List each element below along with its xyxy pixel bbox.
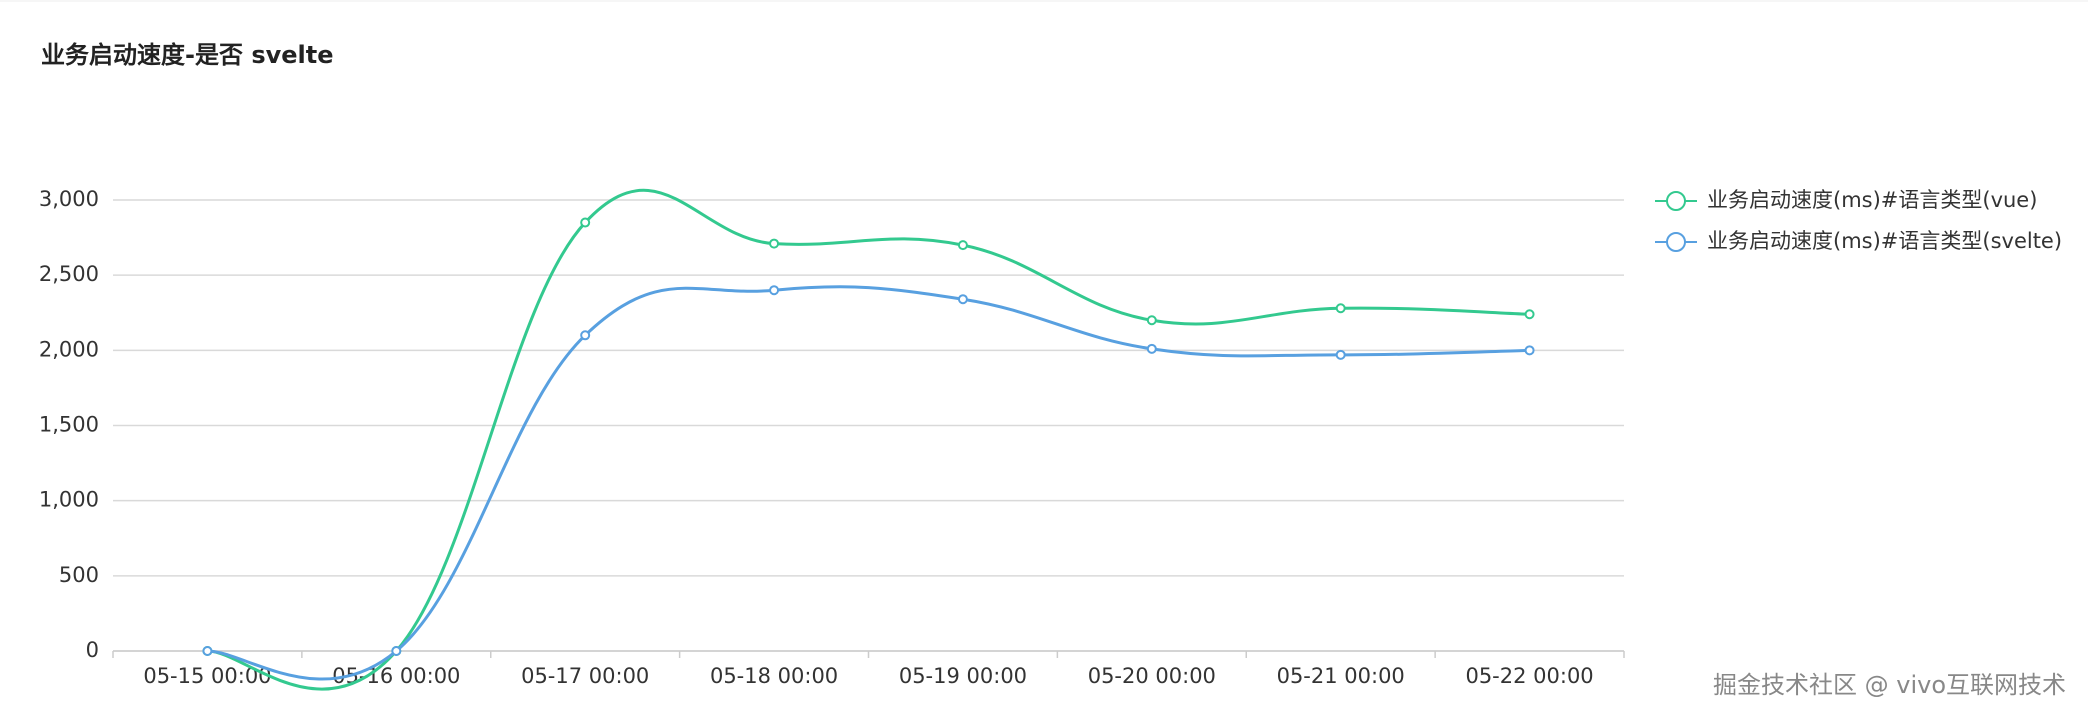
data-point [1524,309,1535,320]
data-point [580,217,591,228]
legend-label: 业务启动速度(ms)#语言类型(vue) [1707,188,2037,212]
chart-title: 业务启动速度-是否 svelte [41,41,334,69]
data-point [580,330,591,341]
data-point [769,285,780,296]
y-tick-label: 500 [59,563,99,587]
legend-icon [1666,232,1686,252]
watermark: 掘金技术社区 @ vivo互联网技术 [1713,671,2066,699]
legend-label: 业务启动速度(ms)#语言类型(svelte) [1707,229,2062,253]
x-tick-label: 05-20 00:00 [1088,664,1216,688]
y-tick-label: 2,500 [39,262,99,286]
y-tick-label: 1,500 [39,413,99,437]
data-point [391,646,402,656]
data-point [769,238,780,249]
x-tick-label: 05-19 00:00 [899,664,1027,688]
x-tick-label: 05-22 00:00 [1465,664,1593,688]
y-tick-label: 2,000 [39,337,99,361]
data-point [957,240,968,251]
legend-icon [1666,191,1686,211]
data-point [1335,349,1346,360]
x-tick-label: 05-17 00:00 [521,664,649,688]
data-point [202,646,213,656]
y-tick-label: 0 [86,638,99,662]
x-tick-label: 05-18 00:00 [710,664,838,688]
x-tick-label: 05-21 00:00 [1277,664,1405,688]
data-point [1146,315,1157,326]
data-point [1146,343,1157,354]
series-line [207,285,1530,681]
y-tick-label: 1,000 [39,488,99,512]
y-tick-label: 3,000 [39,187,99,211]
data-point [1524,345,1535,356]
series-line [207,188,1530,691]
data-point [1335,303,1346,314]
data-point [957,294,968,305]
